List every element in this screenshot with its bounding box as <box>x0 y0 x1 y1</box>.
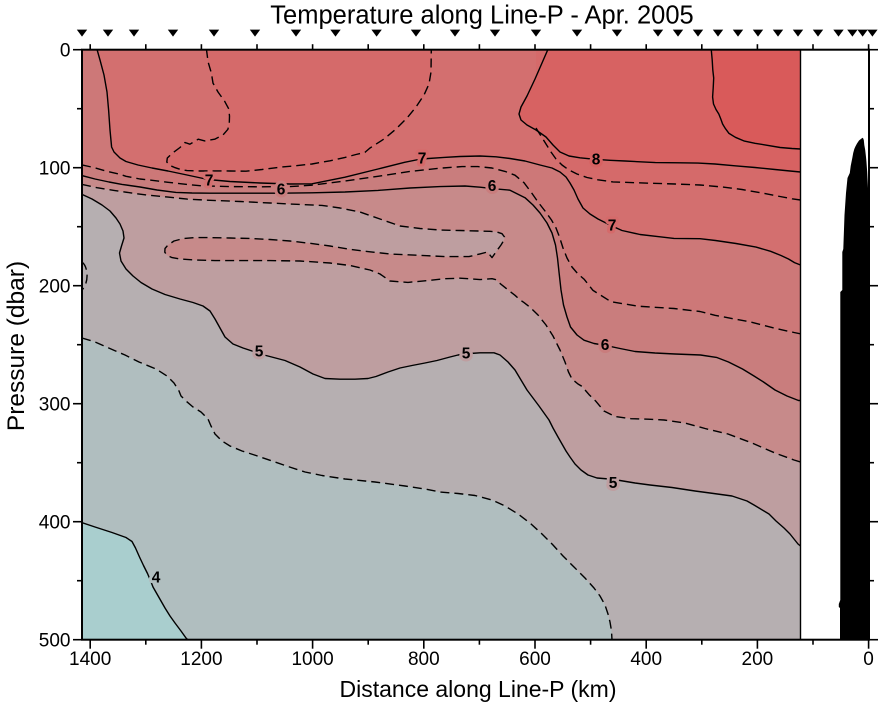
svg-text:Pressure (dbar): Pressure (dbar) <box>3 261 30 431</box>
svg-text:100: 100 <box>39 158 71 179</box>
svg-text:0: 0 <box>863 649 874 670</box>
svg-text:Temperature along Line-P - Apr: Temperature along Line-P - Apr. 2005 <box>270 2 693 30</box>
svg-text:Distance along Line-P (km): Distance along Line-P (km) <box>340 676 617 702</box>
svg-text:0: 0 <box>60 40 71 61</box>
svg-text:7: 7 <box>418 151 427 168</box>
svg-text:6: 6 <box>277 182 286 199</box>
svg-text:400: 400 <box>39 512 71 533</box>
svg-text:5: 5 <box>462 346 471 363</box>
svg-text:8: 8 <box>592 152 601 169</box>
svg-text:800: 800 <box>408 649 440 670</box>
svg-text:200: 200 <box>742 649 774 670</box>
svg-text:1400: 1400 <box>69 649 111 670</box>
svg-text:7: 7 <box>205 173 214 190</box>
svg-text:1200: 1200 <box>180 649 222 670</box>
svg-text:7: 7 <box>608 218 617 235</box>
svg-text:400: 400 <box>630 649 662 670</box>
svg-text:600: 600 <box>519 649 551 670</box>
svg-text:5: 5 <box>609 475 618 492</box>
svg-text:200: 200 <box>39 276 71 297</box>
svg-text:6: 6 <box>488 178 497 195</box>
svg-text:5: 5 <box>255 344 264 361</box>
svg-text:300: 300 <box>39 394 71 415</box>
svg-text:1000: 1000 <box>291 649 333 670</box>
svg-text:6: 6 <box>601 337 610 354</box>
svg-text:4: 4 <box>152 570 161 587</box>
svg-text:500: 500 <box>39 630 71 651</box>
